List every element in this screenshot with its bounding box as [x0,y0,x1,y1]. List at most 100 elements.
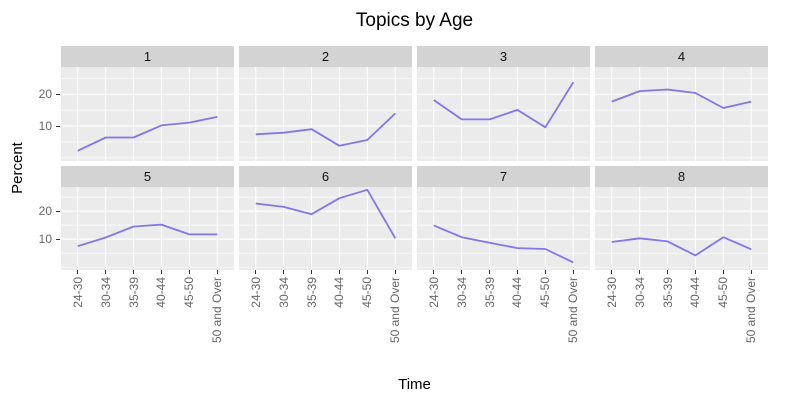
x-tick-mark [611,270,613,274]
x-axis-title: Time [398,376,431,393]
facet-strip: 3 [417,46,590,67]
facet-strip: 1 [61,46,234,67]
facet-panel [417,187,590,270]
facet-panel [61,187,234,270]
x-tick-label: 30-34 [276,277,291,308]
x-tick-mark [639,270,641,274]
data-line [77,116,218,152]
x-tick-mark [722,270,724,274]
y-tick-mark [56,210,60,212]
x-tick-label: 35-39 [304,277,319,308]
x-tick-mark [338,270,340,274]
x-tick-mark [188,270,190,274]
x-tick-mark [255,270,257,274]
data-line [433,81,575,129]
facet-strip-label: 2 [321,49,330,64]
y-tick-label: 10 [38,232,52,247]
x-tick-mark [667,270,669,274]
panel-plot-svg [239,187,412,270]
x-tick-mark [433,270,435,274]
chart-title: Topics by Age [355,10,474,31]
x-tick-mark [366,270,368,274]
x-tick-mark [311,270,313,274]
data-line [255,112,396,147]
x-tick-label: 50 and Over [388,277,403,344]
facet-panel [595,187,768,270]
x-tick-label: 40-44 [154,277,169,308]
x-tick-label: 45-50 [538,277,553,308]
x-tick-mark [394,270,396,274]
x-tick-mark [572,270,574,274]
panel-plot-svg [61,67,234,161]
facet-strip: 7 [417,166,590,187]
x-tick-label: 45-50 [182,277,197,308]
data-line [611,236,752,257]
panel-plot-svg [417,67,590,161]
data-line [611,88,752,109]
facet-panel [595,67,768,161]
data-line [255,188,397,239]
x-tick-label: 30-34 [98,277,113,308]
y-tick-label: 20 [38,204,52,219]
facet-strip-label: 5 [143,169,152,184]
data-line [433,224,574,264]
x-tick-label: 40-44 [510,277,525,308]
y-axis-title: Percent [9,142,26,194]
x-tick-label: 35-39 [126,277,141,308]
x-tick-label: 35-39 [482,277,497,308]
facet-strip-label: 8 [677,169,686,184]
panel-plot-svg [595,187,768,270]
x-tick-mark [216,270,218,274]
data-line [77,223,218,248]
panel-plot-svg [239,67,412,161]
x-tick-label: 35-39 [660,277,675,308]
x-tick-mark [516,270,518,274]
x-tick-label: 24-30 [604,277,619,308]
facet-strip: 2 [239,46,412,67]
y-tick-label: 10 [38,119,52,134]
facet-panel [61,67,234,161]
x-tick-label: 50 and Over [210,277,225,344]
x-tick-label: 50 and Over [744,277,759,344]
panel-plot-svg [417,187,590,270]
x-tick-label: 45-50 [360,277,375,308]
x-tick-label: 30-34 [632,277,647,308]
panel-plot-svg [595,67,768,161]
facet-panel [417,67,590,161]
x-tick-mark [694,270,696,274]
x-tick-label: 40-44 [332,277,347,308]
y-tick-mark [56,238,60,240]
x-tick-label: 50 and Over [566,277,581,344]
x-tick-label: 40-44 [688,277,703,308]
facet-strip-label: 1 [143,49,152,64]
x-tick-label: 24-30 [248,277,263,308]
facet-panel [239,67,412,161]
x-tick-mark [283,270,285,274]
x-tick-mark [489,270,491,274]
y-tick-mark [56,125,60,127]
facet-strip: 8 [595,166,768,187]
panel-plot-svg [61,187,234,270]
x-tick-mark [77,270,79,274]
x-tick-label: 45-50 [716,277,731,308]
facet-strip: 6 [239,166,412,187]
x-tick-label: 24-30 [70,277,85,308]
facet-strip-label: 3 [499,49,508,64]
x-tick-mark [544,270,546,274]
x-tick-label: 24-30 [426,277,441,308]
x-tick-mark [133,270,135,274]
facet-panel [239,187,412,270]
x-tick-mark [461,270,463,274]
x-tick-mark [750,270,752,274]
y-tick-label: 20 [38,87,52,102]
facet-strip-label: 4 [677,49,686,64]
facet-strip-label: 6 [321,169,330,184]
x-tick-mark [105,270,107,274]
x-tick-mark [160,270,162,274]
y-tick-mark [56,93,60,95]
facet-strip-label: 7 [499,169,508,184]
x-tick-label: 30-34 [454,277,469,308]
facet-strip: 4 [595,46,768,67]
facet-strip: 5 [61,166,234,187]
